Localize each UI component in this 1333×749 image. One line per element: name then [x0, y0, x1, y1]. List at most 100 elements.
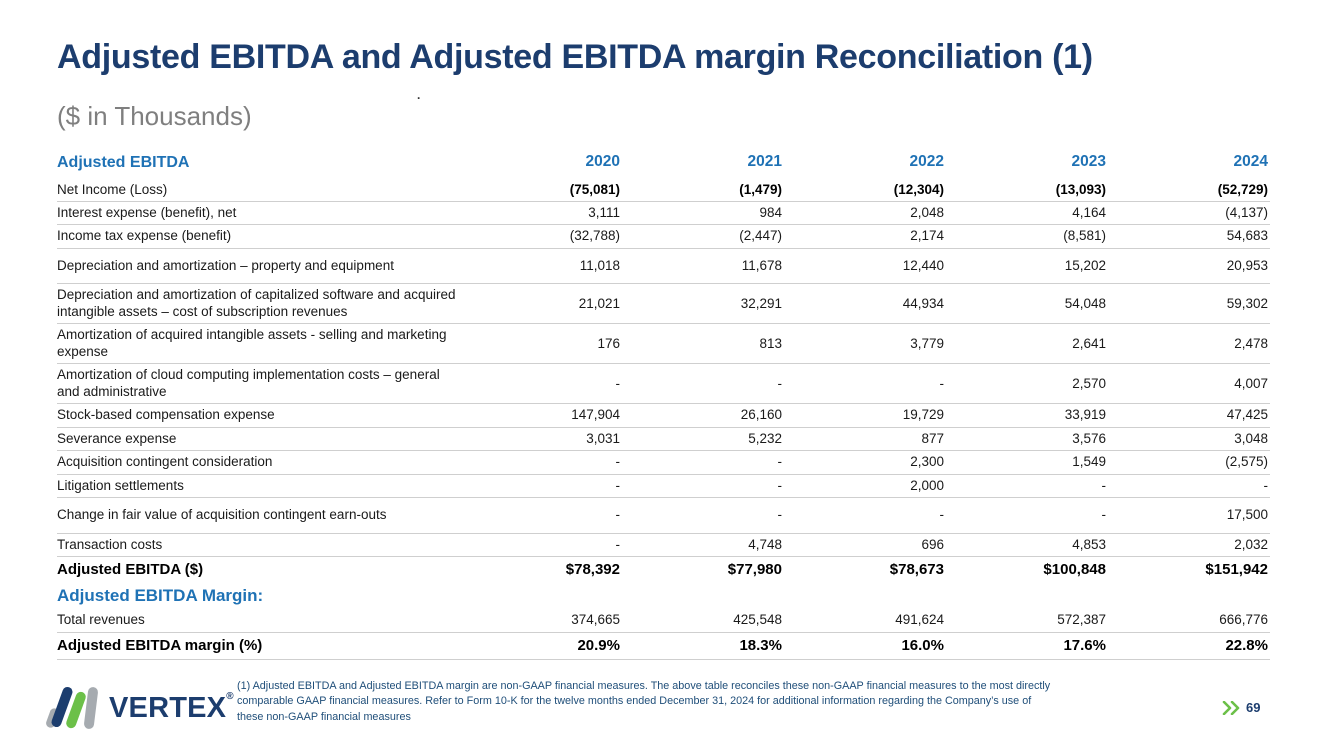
row-value: (12,304)	[784, 178, 946, 202]
row-value: 2,032	[1108, 533, 1270, 558]
vertex-logo-icon	[46, 686, 98, 729]
reconciliation-table-container: Adjusted EBITDA 2020 2021 2022 2023 2024…	[57, 150, 1270, 660]
double-chevron-icon	[1222, 700, 1240, 715]
units-subtitle: ($ in Thousands)	[57, 101, 252, 131]
table-section-row: Adjusted EBITDA Margin:	[57, 583, 1270, 609]
row-value: -	[460, 533, 622, 558]
table-row: Transaction costs -4,748 696 4,853 2,032	[57, 533, 1270, 558]
row-value: 2,570	[946, 363, 1108, 405]
row-value: 2,174	[784, 224, 946, 249]
row-label: Acquisition contingent consideration	[57, 450, 460, 475]
row-value: (2,447)	[622, 224, 784, 249]
row-value: -	[784, 363, 946, 405]
table-row: Amortization of acquired intangible asse…	[57, 323, 1270, 365]
row-value: -	[622, 474, 784, 499]
row-value: -	[460, 450, 622, 475]
page-marker: 69	[1222, 700, 1260, 715]
row-value: (13,093)	[946, 178, 1108, 202]
row-label: Litigation settlements	[57, 474, 460, 499]
row-label: Stock-based compensation expense	[57, 403, 460, 428]
row-label: Total revenues	[57, 609, 460, 633]
row-value: 54,683	[1108, 224, 1270, 249]
table-row: Litigation settlements - -2,000- -	[57, 474, 1270, 499]
footnote-line: comparable GAAP financial measures. Refe…	[237, 695, 1032, 708]
row-value: 21,021	[460, 283, 622, 325]
row-value: 44,934	[784, 283, 946, 325]
row-label: Income tax expense (benefit)	[57, 224, 460, 249]
table-row: Severance expense 3,031 5,232 877 3,576 3,048	[57, 427, 1270, 452]
row-value: (1,479)	[622, 178, 784, 202]
row-value: $78,673	[889, 561, 944, 579]
row-value: 15,202	[946, 248, 1108, 285]
row-value: 2,641	[946, 323, 1108, 365]
year-column-header: 2023	[1071, 153, 1106, 171]
row-value: 20,953	[1108, 248, 1270, 285]
row-value: 5,232	[622, 427, 784, 452]
row-value: $100,848	[1043, 561, 1106, 579]
row-value: 425,548	[622, 609, 784, 633]
row-value: -	[784, 497, 946, 534]
vertex-logo: VERTEX®	[45, 684, 234, 732]
row-label: Amortization of cloud computing implemen…	[57, 363, 460, 405]
row-value: 491,624	[784, 609, 946, 633]
table-row: Adjusted EBITDA margin (%) 20.9% 18.3% 16.0…	[57, 632, 1270, 660]
footnote-line: these non-GAAP financial measures	[237, 710, 411, 723]
row-value: 33,919	[946, 403, 1108, 428]
row-label: Change in fair value of acquisition cont…	[57, 497, 460, 534]
row-label: Adjusted EBITDA ($)	[57, 561, 204, 579]
year-column-header: 2020	[585, 153, 620, 171]
row-label: Severance expense	[57, 427, 460, 452]
row-value: 3,779	[784, 323, 946, 365]
row-value: $78,392	[565, 561, 620, 579]
table-row: Income tax expense (benefit) (32,788) (2,4…	[57, 224, 1270, 249]
year-column-header: 2021	[747, 153, 782, 171]
row-value: $77,980	[727, 561, 782, 579]
row-label: Depreciation and amortization – property…	[57, 248, 460, 285]
row-value: -	[460, 474, 622, 499]
row-value: 877	[784, 427, 946, 452]
year-column-header: 2024	[1233, 153, 1268, 171]
row-value: 2,300	[784, 450, 946, 475]
row-value: 176	[460, 323, 622, 365]
row-label: Depreciation and amortization of capital…	[57, 283, 460, 325]
table-row: Adjusted EBITDA ($) $78,392 $77,980 $78,673…	[57, 557, 1270, 584]
row-value: 54,048	[946, 283, 1108, 325]
page-number: 69	[1246, 700, 1261, 715]
row-value: 666,776	[1108, 609, 1270, 633]
row-value: 19,729	[784, 403, 946, 428]
table-row: Total revenues 374,665 425,548 491,624 572,3…	[57, 609, 1270, 633]
year-column-header: 2022	[909, 153, 944, 171]
row-value: 3,111	[460, 201, 622, 226]
footnote: (1) Adjusted EBITDA and Adjusted EBITDA …	[237, 679, 1187, 725]
row-value: 3,031	[460, 427, 622, 452]
row-label: Adjusted EBITDA margin (%)	[57, 632, 460, 660]
row-value: 984	[622, 201, 784, 226]
table-row: Stock-based compensation expense 147,904 2…	[57, 403, 1270, 428]
row-value: 18.3%	[622, 632, 784, 660]
row-value: 22.8%	[1108, 632, 1270, 660]
row-value: 1,549	[946, 450, 1108, 475]
row-value: (32,788)	[460, 224, 622, 249]
row-value: 4,748	[622, 533, 784, 558]
row-value: 3,576	[946, 427, 1108, 452]
page-title: Adjusted EBITDA and Adjusted EBITDA marg…	[57, 38, 1093, 76]
row-value: 147,904	[460, 403, 622, 428]
row-value: 11,678	[622, 248, 784, 285]
row-value: (8,581)	[946, 224, 1108, 249]
row-value: 696	[784, 533, 946, 558]
row-value: 26,160	[622, 403, 784, 428]
row-value: 12,440	[784, 248, 946, 285]
footnote-line: (1) Adjusted EBITDA and Adjusted EBITDA …	[237, 680, 1051, 692]
row-label: Transaction costs	[57, 533, 460, 558]
row-label: Interest expense (benefit), net	[57, 201, 460, 226]
vertex-logo-text: VERTEX®	[109, 690, 234, 724]
row-value: 374,665	[460, 609, 622, 633]
row-value: 16.0%	[784, 632, 946, 660]
row-value: (52,729)	[1108, 178, 1270, 202]
row-value: 4,164	[946, 201, 1108, 226]
row-value: 17.6%	[946, 632, 1108, 660]
row-value: -	[460, 497, 622, 534]
row-value: 20.9%	[460, 632, 622, 660]
row-value: 813	[622, 323, 784, 365]
